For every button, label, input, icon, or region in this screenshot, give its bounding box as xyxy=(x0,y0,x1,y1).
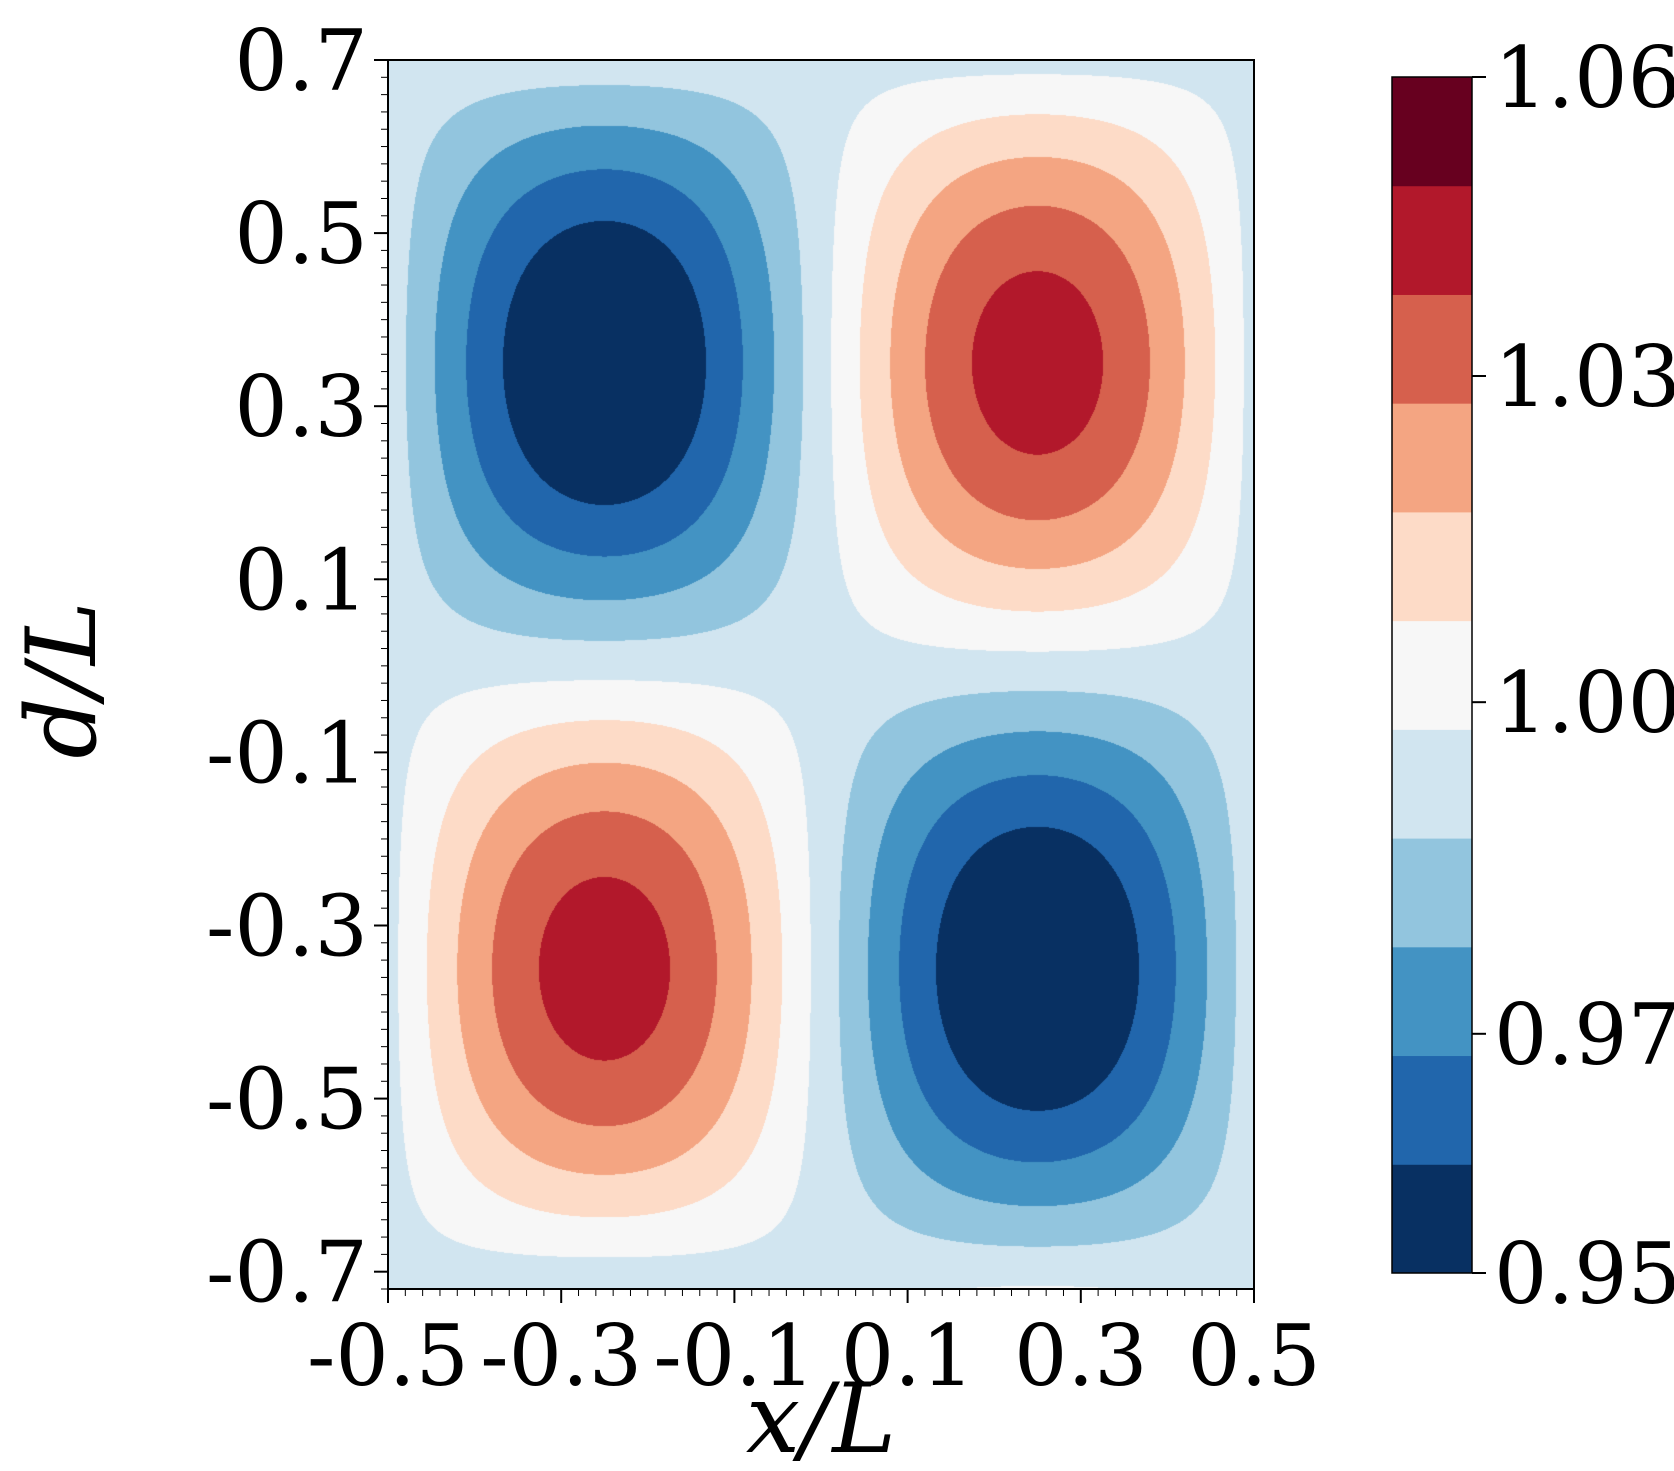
colorbar-tick-label: 0.95 xyxy=(1494,1225,1674,1323)
contour-fill xyxy=(388,60,1254,1289)
plot-area xyxy=(387,59,1255,1290)
y-tick-label: 0.3 xyxy=(234,358,368,456)
y-tick-label: -0.3 xyxy=(206,877,368,975)
colorbar-segment xyxy=(1392,1164,1472,1274)
x-tick-label: 0.3 xyxy=(1014,1307,1148,1405)
colorbar-segment xyxy=(1392,838,1472,948)
x-tick-label: -0.3 xyxy=(480,1307,642,1405)
colorbar-segment xyxy=(1392,946,1472,1057)
x-axis-ticks: -0.5 -0.3 -0.1 0.1 0.3 0.5 xyxy=(307,1289,1321,1405)
colorbar-segment xyxy=(1392,185,1472,295)
colorbar-segment xyxy=(1392,403,1472,513)
x-tick-label: -0.1 xyxy=(653,1307,815,1405)
colorbar-tick-label: 1.03 xyxy=(1494,328,1674,426)
colorbar-segment xyxy=(1392,77,1472,187)
y-tick-label: 0.5 xyxy=(234,185,368,283)
colorbar-tick-label: 1.00 xyxy=(1494,654,1674,752)
x-tick-label: 0.1 xyxy=(841,1307,975,1405)
colorbar-tick-label: 1.06 xyxy=(1494,29,1674,127)
y-tick-label: 0.1 xyxy=(234,531,368,629)
y-tick-label: -0.5 xyxy=(206,1051,368,1149)
colorbar-segment xyxy=(1392,294,1472,404)
colorbar-segment xyxy=(1392,620,1472,730)
x-tick-label: 0.5 xyxy=(1187,1307,1321,1405)
colorbar-segment xyxy=(1392,1055,1472,1165)
y-tick-label: -0.1 xyxy=(206,704,368,802)
x-axis-label: x/L xyxy=(746,1363,896,1471)
colorbar-segment xyxy=(1392,511,1472,622)
colorbar-frame xyxy=(1391,76,1473,1274)
colorbar: 1.06 1.03 1.00 0.97 0.95 xyxy=(1391,29,1674,1323)
colorbar-segment xyxy=(1392,729,1472,839)
x-tick-label: -0.5 xyxy=(307,1307,469,1405)
y-axis-label: d/L xyxy=(6,601,118,759)
y-tick-label: -0.7 xyxy=(206,1224,368,1322)
colorbar-tick-label: 0.97 xyxy=(1494,986,1674,1084)
y-axis-ticks: 0.7 0.5 0.3 0.1 -0.1 -0.3 -0.5 -0.7 xyxy=(206,12,388,1322)
y-tick-label: 0.7 xyxy=(234,12,368,110)
